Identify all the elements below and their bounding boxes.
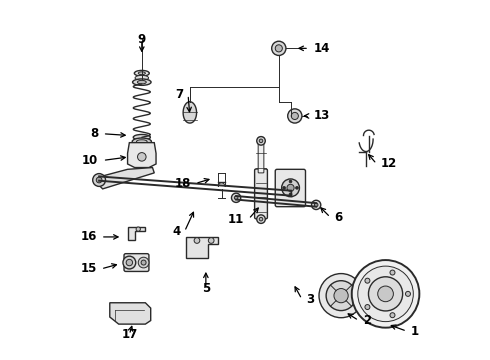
Circle shape	[93, 174, 105, 186]
Polygon shape	[110, 303, 151, 324]
Circle shape	[315, 203, 318, 207]
Circle shape	[390, 270, 395, 275]
Circle shape	[406, 291, 411, 296]
Circle shape	[288, 109, 302, 123]
FancyBboxPatch shape	[258, 137, 264, 173]
FancyBboxPatch shape	[275, 169, 305, 207]
Circle shape	[291, 112, 298, 120]
Circle shape	[283, 186, 286, 189]
Text: 18: 18	[174, 177, 191, 190]
Circle shape	[289, 180, 292, 183]
Ellipse shape	[132, 138, 151, 145]
Circle shape	[234, 196, 238, 199]
Polygon shape	[183, 102, 196, 123]
Text: 14: 14	[313, 42, 330, 55]
Ellipse shape	[137, 80, 146, 84]
Ellipse shape	[138, 72, 146, 75]
Circle shape	[141, 260, 146, 265]
Circle shape	[271, 41, 286, 55]
Circle shape	[390, 313, 395, 318]
Circle shape	[295, 186, 298, 189]
Circle shape	[368, 277, 403, 311]
Text: 2: 2	[363, 314, 371, 327]
Circle shape	[365, 278, 370, 283]
Circle shape	[289, 193, 292, 195]
Circle shape	[326, 281, 356, 311]
Text: 9: 9	[138, 33, 146, 46]
Text: 12: 12	[381, 157, 397, 171]
Text: 8: 8	[90, 127, 98, 140]
Circle shape	[378, 286, 393, 302]
Ellipse shape	[134, 71, 149, 76]
Text: 15: 15	[80, 262, 97, 275]
Circle shape	[259, 139, 263, 143]
Polygon shape	[98, 167, 154, 189]
Circle shape	[257, 215, 265, 224]
Polygon shape	[127, 227, 146, 240]
Circle shape	[96, 177, 102, 183]
Circle shape	[126, 259, 133, 266]
Text: 10: 10	[82, 154, 98, 167]
Circle shape	[208, 238, 214, 243]
Circle shape	[275, 45, 282, 52]
Circle shape	[287, 184, 294, 192]
Text: 17: 17	[121, 328, 138, 341]
Ellipse shape	[135, 75, 148, 80]
Text: 6: 6	[335, 211, 343, 224]
Text: 4: 4	[172, 225, 180, 238]
Circle shape	[358, 266, 413, 321]
Ellipse shape	[133, 134, 150, 140]
Circle shape	[257, 136, 265, 145]
Circle shape	[259, 217, 263, 221]
Text: 7: 7	[176, 88, 184, 101]
FancyBboxPatch shape	[255, 169, 268, 219]
Circle shape	[282, 179, 299, 197]
Circle shape	[194, 238, 200, 243]
Circle shape	[231, 193, 241, 202]
Circle shape	[138, 257, 149, 268]
Circle shape	[352, 260, 419, 328]
Circle shape	[123, 256, 136, 269]
Circle shape	[319, 274, 363, 318]
Polygon shape	[127, 143, 156, 167]
Circle shape	[334, 288, 348, 303]
Circle shape	[138, 153, 146, 161]
Polygon shape	[186, 237, 219, 258]
FancyBboxPatch shape	[124, 254, 149, 271]
Text: 13: 13	[313, 109, 330, 122]
Circle shape	[136, 227, 141, 231]
Text: 1: 1	[411, 325, 419, 338]
Circle shape	[312, 200, 321, 210]
Text: 11: 11	[228, 213, 245, 226]
Text: 5: 5	[202, 282, 210, 295]
Ellipse shape	[133, 79, 151, 85]
Text: 3: 3	[306, 293, 314, 306]
Text: 16: 16	[80, 230, 97, 243]
Circle shape	[365, 305, 370, 310]
